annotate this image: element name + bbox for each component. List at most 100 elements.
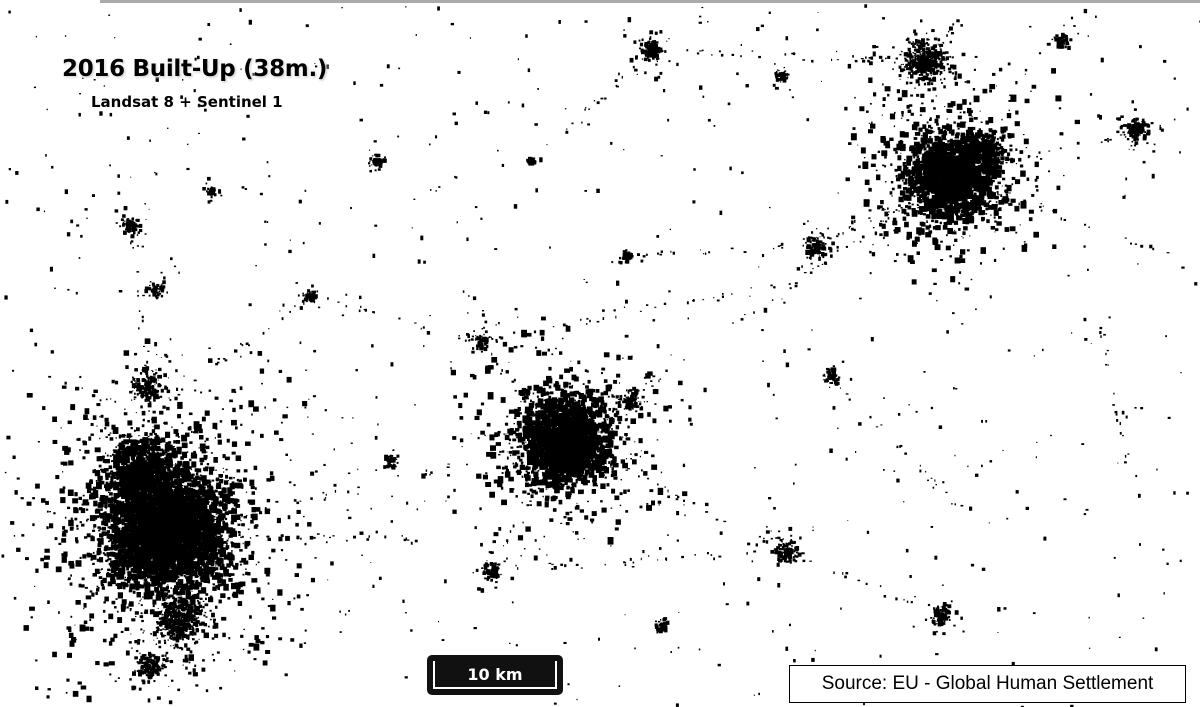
built-up-pixel xyxy=(117,544,123,549)
built-up-pixel xyxy=(111,518,114,522)
built-up-pixel xyxy=(129,609,132,612)
built-up-pixel xyxy=(186,451,189,453)
built-up-pixel xyxy=(251,507,257,513)
built-up-pixel xyxy=(206,526,212,530)
built-up-pixel xyxy=(81,523,85,527)
built-up-pixel xyxy=(144,581,149,585)
built-up-pixel xyxy=(197,561,200,564)
built-up-pixel xyxy=(144,582,151,590)
built-up-pixel xyxy=(203,457,207,461)
built-up-pixel xyxy=(167,545,173,552)
built-up-pixel xyxy=(165,466,169,469)
built-up-pixel xyxy=(223,508,227,511)
built-up-pixel xyxy=(110,570,112,572)
built-up-pixel xyxy=(213,457,218,463)
built-up-pixel xyxy=(142,639,145,643)
built-up-pixel xyxy=(158,507,162,510)
built-up-pixel xyxy=(161,510,164,513)
built-up-pixel xyxy=(209,618,212,621)
built-up-pixel xyxy=(153,491,158,496)
built-up-pixel xyxy=(141,510,147,514)
built-up-pixel xyxy=(117,484,120,487)
built-up-pixel xyxy=(90,535,94,538)
built-up-pixel xyxy=(171,507,176,512)
built-up-pixel xyxy=(239,581,246,587)
built-up-pixel xyxy=(46,526,49,530)
built-up-pixel xyxy=(214,548,218,552)
built-up-pixel xyxy=(167,584,169,586)
built-up-pixel xyxy=(130,513,136,520)
built-up-pixel xyxy=(218,528,222,533)
built-up-pixel xyxy=(159,448,164,452)
built-up-pixel xyxy=(127,420,133,426)
built-up-pixel xyxy=(68,460,74,466)
built-up-pixel xyxy=(134,534,139,538)
built-up-pixel xyxy=(221,563,225,568)
built-up-pixel xyxy=(164,457,171,465)
built-up-pixel xyxy=(136,554,142,559)
built-up-pixel xyxy=(177,599,181,604)
built-up-pixel xyxy=(154,495,156,497)
built-up-pixel xyxy=(238,589,244,595)
built-up-pixel xyxy=(159,541,163,547)
built-up-pixel xyxy=(90,558,93,561)
built-up-pixel xyxy=(205,539,208,542)
built-up-pixel xyxy=(61,533,67,537)
built-up-pixel xyxy=(207,530,212,535)
built-up-pixel xyxy=(124,522,127,525)
built-up-pixel xyxy=(100,580,103,583)
built-up-pixel xyxy=(147,420,150,423)
built-up-pixel xyxy=(206,502,209,504)
built-up-pixel xyxy=(129,560,135,567)
built-up-pixel xyxy=(108,547,114,551)
built-up-pixel xyxy=(152,546,157,550)
built-up-pixel xyxy=(277,589,283,596)
built-up-pixel xyxy=(101,527,106,531)
built-up-pixel xyxy=(130,472,134,476)
built-up-pixel xyxy=(140,612,143,615)
built-up-pixel xyxy=(150,477,156,482)
built-up-pixel xyxy=(82,499,89,506)
built-up-pixel xyxy=(71,526,74,530)
built-up-pixel xyxy=(200,575,207,583)
built-up-pixel xyxy=(148,568,155,575)
built-up-pixel xyxy=(107,533,110,535)
built-up-pixel xyxy=(233,477,235,479)
built-up-pixel xyxy=(144,578,148,582)
built-up-pixel xyxy=(111,552,116,556)
built-up-pixel xyxy=(115,446,117,448)
built-up-pixel xyxy=(222,547,225,551)
built-up-pixel xyxy=(128,603,133,607)
built-up-pixel xyxy=(167,569,173,576)
built-up-pixel xyxy=(200,476,205,479)
built-up-pixel xyxy=(148,467,154,472)
built-up-pixel xyxy=(99,458,101,461)
built-up-pixel xyxy=(117,592,123,599)
built-up-pixel xyxy=(203,454,208,459)
built-up-pixel xyxy=(205,616,208,618)
built-up-pixel xyxy=(211,575,217,580)
built-up-pixel xyxy=(163,480,165,482)
built-up-pixel xyxy=(198,575,200,577)
built-up-pixel xyxy=(153,497,156,500)
built-up-pixel xyxy=(155,540,159,544)
built-up-pixel xyxy=(126,513,132,518)
built-up-pixel xyxy=(108,536,111,539)
built-up-pixel xyxy=(255,563,257,566)
built-up-pixel xyxy=(168,567,171,569)
built-up-pixel xyxy=(187,549,191,554)
built-up-pixel xyxy=(92,551,95,554)
built-up-pixel xyxy=(147,438,151,441)
built-up-pixel xyxy=(140,536,146,542)
built-up-pixel xyxy=(289,459,292,461)
built-up-pixel xyxy=(46,510,49,513)
built-up-pixel xyxy=(220,593,226,598)
built-up-pixel xyxy=(144,522,146,524)
built-up-pixel xyxy=(187,466,192,470)
built-up-pixel xyxy=(144,535,150,540)
built-up-pixel xyxy=(1,554,5,558)
built-up-pixel xyxy=(133,569,135,571)
built-up-pixel xyxy=(69,563,75,569)
built-up-pixel xyxy=(265,572,270,577)
built-up-pixel xyxy=(202,499,204,500)
